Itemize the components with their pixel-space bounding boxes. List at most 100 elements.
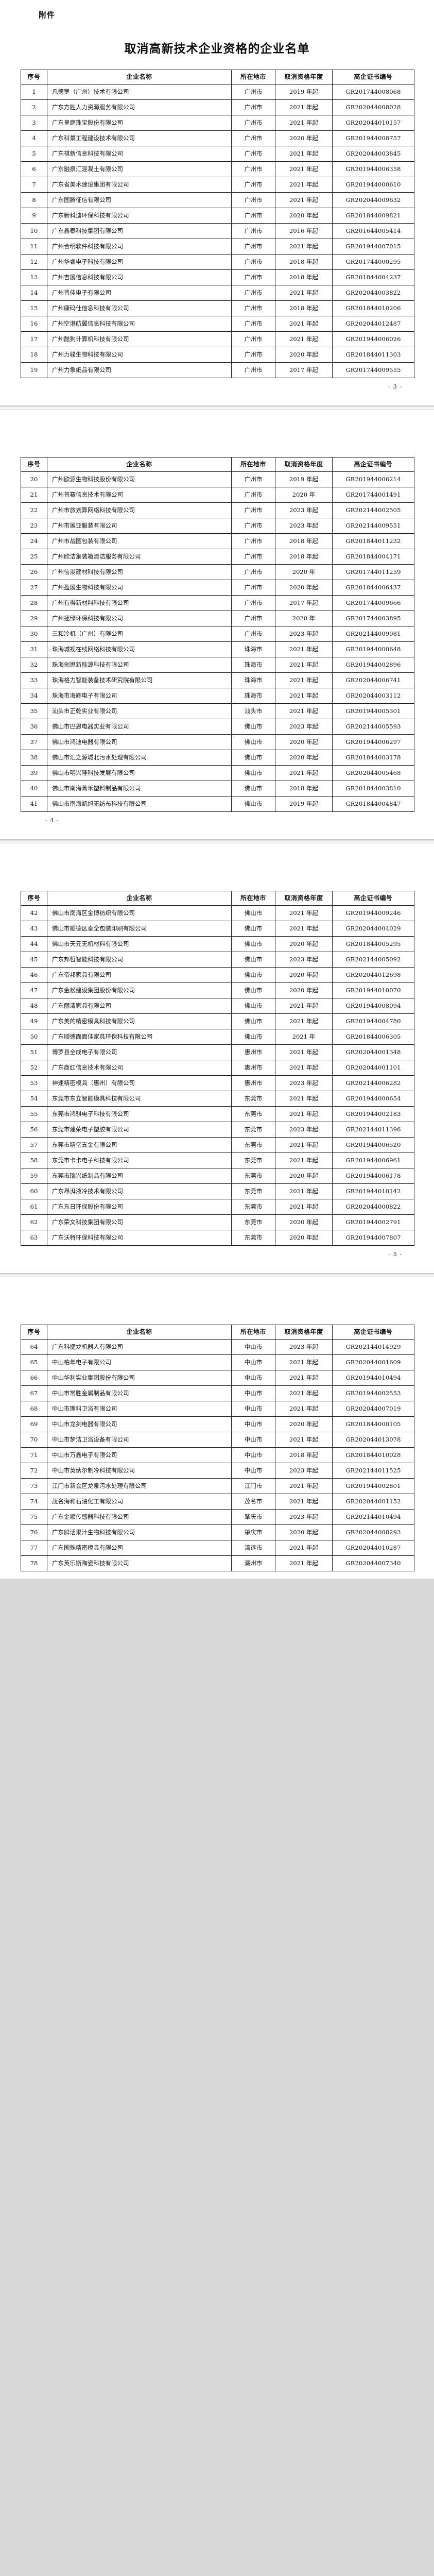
cell-revoke-year: 2020 年	[275, 487, 333, 503]
page-title: 取消高新技术企业资格的企业名单	[124, 42, 310, 56]
cell-city: 珠海市	[231, 672, 275, 688]
page-separator-2	[0, 839, 434, 843]
cell-revoke-year: 2021 年起	[275, 921, 333, 937]
page-separator-1	[0, 405, 434, 410]
cell-enterprise-name: 东莞市建荣电子塑胶有限公司	[47, 1122, 232, 1138]
cell-index: 76	[21, 1524, 47, 1540]
table-row: 6 广东融泉汇混凝土有限公司 广州市 2021 年起 GR201944006358	[21, 161, 414, 177]
cell-revoke-year: 2021 年起	[275, 765, 333, 781]
table-row: 72 中山市英纳尔制冷科技有限公司 中山市 2023 年起 GR202144011525	[21, 1463, 414, 1479]
cell-city: 东莞市	[231, 1153, 275, 1168]
table-row: 33 珠海格力智能装备技术研究院有限公司 珠海市 2021 年起 GR202044006…	[21, 672, 414, 688]
cell-index: 45	[21, 952, 47, 968]
column-header-year: 取消资格年度	[275, 1325, 333, 1340]
cell-index: 2	[21, 99, 47, 115]
cell-certificate-number: GR201944007807	[332, 1230, 414, 1246]
cell-certificate-number: GR201944009246	[332, 905, 414, 921]
cell-enterprise-name: 广东科景工程建设技术有限公司	[47, 130, 232, 146]
cell-city: 广州市	[231, 300, 275, 316]
cell-enterprise-name: 佛山市南海区金博纺织有限公司	[47, 905, 232, 921]
cell-certificate-number: GR201844004847	[332, 796, 414, 812]
cell-enterprise-name: 中山市万鑫电子有限公司	[47, 1447, 232, 1463]
table-row: 29 广州拯绿环保科技有限公司 广州市 2020 年 GR201744003895	[21, 611, 414, 626]
cell-certificate-number: GR201944010142	[332, 1183, 414, 1199]
table-row: 51 博罗县全成电子有限公司 惠州市 2021 年起 GR202044001348	[21, 1044, 414, 1060]
cell-city: 佛山市	[231, 936, 275, 952]
cell-revoke-year: 2020 年起	[275, 130, 333, 146]
cell-city: 珠海市	[231, 641, 275, 657]
cell-city: 广州市	[231, 239, 275, 255]
cell-revoke-year: 2020 年起	[275, 750, 333, 766]
cell-index: 30	[21, 626, 47, 642]
table-row: 66 中山华利实业集团股份有限公司 中山市 2021 年起 GR201944010494	[21, 1370, 414, 1386]
table-row: 42 佛山市南海区金博纺织有限公司 佛山市 2021 年起 GR201944009246	[21, 905, 414, 921]
table-row: 7 广东省美术建设集团有限公司 广州市 2021 年起 GR201944000610	[21, 177, 414, 193]
revoked-enterprises-table-4: 序号 企业名称 所在地市 取消资格年度 高企证书编号 64 广东科捷龙机器人有限公…	[21, 1325, 414, 1571]
table-row: 34 珠海市海辉电子有限公司 珠海市 2021 年起 GR202044003112	[21, 688, 414, 704]
table-row: 11 广州合明软件科技有限公司 广州市 2021 年起 GR201944007015	[21, 239, 414, 255]
cell-certificate-number: GR202044003112	[332, 688, 414, 704]
table-row: 31 珠海城视在线网络科技有限公司 珠海市 2021 年起 GR201944000648	[21, 641, 414, 657]
cell-revoke-year: 2021 年起	[275, 285, 333, 301]
cell-enterprise-name: 广东帝邦家具有限公司	[47, 967, 232, 983]
table-row: 2 广东方胜人力资源服务有限公司 广州市 2021 年起 GR202044008028	[21, 99, 414, 115]
cell-index: 26	[21, 564, 47, 580]
cell-revoke-year: 2018 年起	[275, 269, 333, 285]
page-top-spacer-4	[21, 1277, 413, 1325]
cell-enterprise-name: 广东省美术建设集团有限公司	[47, 177, 232, 193]
cell-city: 佛山市	[231, 1013, 275, 1029]
cell-index: 73	[21, 1478, 47, 1494]
column-header-name: 企业名称	[47, 1325, 232, 1340]
cell-city: 清远市	[231, 1540, 275, 1556]
table-header-row: 序号 企业名称 所在地市 取消资格年度 高企证书编号	[21, 1325, 414, 1340]
cell-revoke-year: 2020 年起	[275, 1168, 333, 1184]
cell-index: 48	[21, 998, 47, 1014]
cell-index: 69	[21, 1416, 47, 1432]
cell-city: 广州市	[231, 84, 275, 100]
cell-index: 33	[21, 672, 47, 688]
page-number-2: - 4 -	[45, 817, 59, 824]
table-row: 62 广东荣文科技集团有限公司 东莞市 2020 年起 GR201944002791	[21, 1214, 414, 1230]
cell-city: 广州市	[231, 549, 275, 565]
cell-revoke-year: 2018 年起	[275, 254, 333, 270]
table-row: 21 广州普赛信息技术有限公司 广州市 2020 年 GR201744001491	[21, 487, 414, 503]
cell-city: 广州市	[231, 487, 275, 503]
cell-city: 佛山市	[231, 921, 275, 937]
cell-enterprise-name: 广州空港航翼信息科技有限公司	[47, 316, 232, 332]
cell-enterprise-name: 广东方胜人力资源服务有限公司	[47, 99, 232, 115]
cell-revoke-year: 2019 年起	[275, 471, 333, 487]
cell-city: 东莞市	[231, 1199, 275, 1215]
cell-city: 中山市	[231, 1463, 275, 1479]
cell-enterprise-name: 中山市龙剑电器有限公司	[47, 1416, 232, 1432]
cell-enterprise-name: 佛山市巴恩电器实业有限公司	[47, 719, 232, 735]
table-row: 68 中山市理科卫浴有限公司 中山市 2021 年起 GR202044007019	[21, 1401, 414, 1417]
cell-certificate-number: GR201944010070	[332, 982, 414, 998]
table-row: 53 神速精密模具（惠州）有限公司 惠州市 2023 年起 GR202144006282	[21, 1075, 414, 1091]
cell-index: 68	[21, 1401, 47, 1417]
cell-city: 佛山市	[231, 781, 275, 796]
table-row: 54 东莞市东立智能模具科技有限公司 东莞市 2021 年起 GR20194400065…	[21, 1091, 414, 1107]
cell-revoke-year: 2021 年起	[275, 239, 333, 255]
cell-city: 广州市	[231, 146, 275, 162]
cell-certificate-number: GR201744000295	[332, 254, 414, 270]
cell-index: 8	[21, 192, 47, 208]
cell-index: 74	[21, 1494, 47, 1510]
cell-certificate-number: GR201844011303	[332, 347, 414, 363]
cell-index: 23	[21, 518, 47, 534]
column-header-city: 所在地市	[231, 457, 275, 472]
cell-enterprise-name: 广州吉展信息科技有限公司	[47, 269, 232, 285]
column-header-index: 序号	[21, 891, 47, 906]
table-row: 74 茂名海和石油化工有限公司 茂名市 2021 年起 GR202044001152	[21, 1494, 414, 1510]
cell-certificate-number: GR201944006026	[332, 331, 414, 347]
cell-city: 广州市	[231, 192, 275, 208]
cell-index: 59	[21, 1168, 47, 1184]
cell-enterprise-name: 广州力象纸品有限公司	[47, 362, 232, 378]
table-header-row: 序号 企业名称 所在地市 取消资格年度 高企证书编号	[21, 70, 414, 84]
cell-certificate-number: GR202044008293	[332, 1524, 414, 1540]
cell-certificate-number: GR202044006741	[332, 672, 414, 688]
cell-certificate-number: GR201844004237	[332, 269, 414, 285]
table-row: 25 广州欣洁集装箱清洁服务有限公司 广州市 2018 年起 GR20184400417…	[21, 549, 414, 565]
cell-city: 广州市	[231, 564, 275, 580]
cell-revoke-year: 2021 年起	[275, 1199, 333, 1215]
cell-city: 中山市	[231, 1432, 275, 1448]
